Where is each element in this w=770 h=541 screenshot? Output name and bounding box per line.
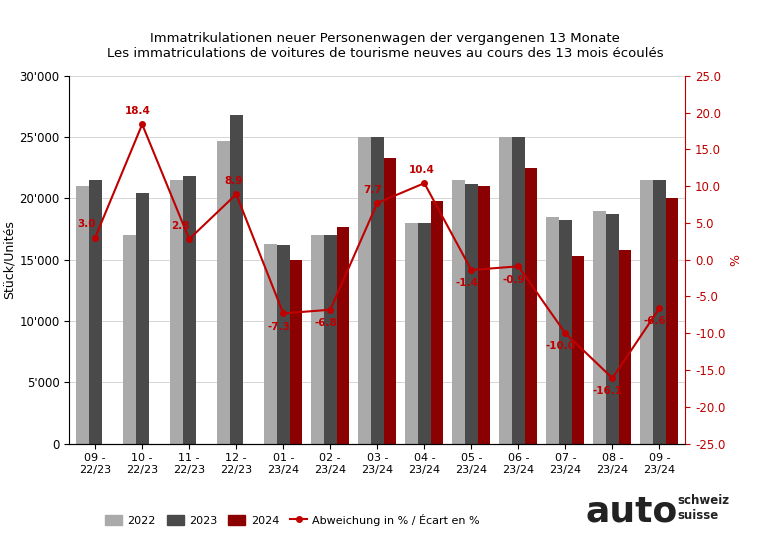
Bar [336, 227, 350, 444]
Bar [512, 137, 524, 444]
Text: -1.4: -1.4 [455, 278, 478, 288]
Bar [324, 235, 336, 444]
Bar [619, 250, 631, 444]
Bar [452, 180, 465, 444]
Bar [217, 141, 230, 444]
Bar [311, 235, 324, 444]
Bar [559, 220, 572, 444]
Bar [383, 158, 397, 444]
Legend: 2022, 2023, 2024, Abweichung in % / Écart en %: 2022, 2023, 2024, Abweichung in % / Écar… [101, 509, 484, 530]
Text: -6.8: -6.8 [314, 318, 337, 328]
Bar [358, 137, 371, 444]
Text: Immatrikulationen neuer Personenwagen der vergangenen 13 Monate
Les immatriculat: Immatrikulationen neuer Personenwagen de… [107, 32, 663, 61]
Bar [641, 180, 653, 444]
Text: 8.9: 8.9 [225, 176, 243, 186]
Bar [123, 235, 136, 444]
Text: -10.0: -10.0 [546, 341, 576, 352]
Text: 3.0: 3.0 [78, 219, 96, 229]
Text: 7.7: 7.7 [363, 185, 382, 195]
Bar [572, 256, 584, 444]
Bar [76, 186, 89, 444]
Bar [524, 168, 537, 444]
Bar [653, 180, 666, 444]
Text: schweiz: schweiz [678, 494, 730, 507]
Bar [594, 210, 606, 444]
Bar [606, 214, 619, 444]
Text: -7.3: -7.3 [267, 322, 290, 332]
Text: -6.6: -6.6 [644, 316, 666, 326]
Text: suisse: suisse [678, 509, 719, 522]
Text: 2.8: 2.8 [172, 221, 190, 231]
Bar [666, 199, 678, 444]
Bar [264, 244, 277, 444]
Bar [477, 186, 490, 444]
Bar [430, 201, 444, 444]
Text: 10.4: 10.4 [409, 165, 435, 175]
Bar [277, 245, 290, 444]
Text: -16.1: -16.1 [593, 386, 623, 397]
Bar [89, 180, 102, 444]
Text: auto: auto [585, 494, 678, 528]
Bar [465, 183, 477, 444]
Bar [371, 137, 383, 444]
Y-axis label: Stück/Unités: Stück/Unités [2, 220, 15, 299]
Text: 18.4: 18.4 [125, 106, 150, 116]
Y-axis label: %: % [729, 254, 742, 266]
Text: -0.9: -0.9 [502, 274, 525, 285]
Bar [182, 176, 196, 444]
Bar [499, 137, 512, 444]
Bar [418, 223, 430, 444]
Bar [136, 194, 149, 444]
Bar [405, 223, 418, 444]
Bar [290, 260, 303, 444]
Bar [170, 180, 182, 444]
Bar [547, 217, 559, 444]
Bar [230, 115, 243, 444]
